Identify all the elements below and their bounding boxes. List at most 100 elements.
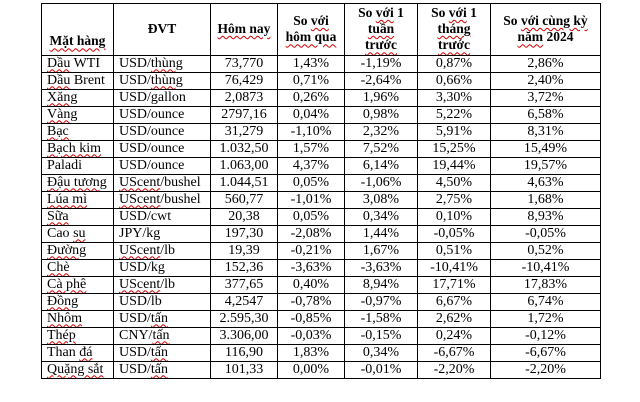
spellcheck-word: Chè — [47, 259, 70, 275]
vs-month-cell: 19,44% — [417, 156, 491, 175]
column-header-dvt: ĐVT — [113, 3, 211, 56]
table-row: Dầu WTI USD/thùng 73,770 1,43% -1,19% 0,87% 2,… — [41, 54, 601, 73]
vs-month-cell: 17,71% — [417, 275, 491, 294]
vs-yesterday-cell: 0,71% — [277, 71, 345, 90]
spellcheck-word: đá — [79, 344, 93, 360]
vs-yesterday-cell: -1,10% — [277, 122, 345, 141]
vs-yesterday-cell: 0,04% — [277, 105, 345, 124]
commodity-name-cell: Lúa mì — [41, 190, 114, 209]
spellcheck-word: tuần — [367, 21, 395, 37]
text-segment: USD/ounce — [119, 140, 185, 156]
vs-month-cell: 0,51% — [417, 241, 491, 260]
spellcheck-word: Xăng — [47, 89, 78, 105]
vs-yesterday-cell: -0,03% — [277, 326, 345, 345]
vs-month-cell: -2,20% — [417, 360, 491, 379]
vs-year-cell: -0,05% — [490, 224, 601, 243]
header-row: Mặt hàng ĐVT Hôm nay So với hôm qua So với 1… — [41, 3, 601, 56]
today-cell: 377,65 — [210, 275, 278, 294]
commodity-name-cell: Paladi — [41, 156, 114, 175]
today-cell: 73,770 — [210, 54, 278, 73]
spellcheck-word: Lúa mì — [47, 191, 88, 207]
table-row: Cà phê UScent/lb 377,65 0,40% 8,94% 17,71% 17,… — [41, 275, 601, 294]
text-segment: CNY/ — [119, 327, 153, 343]
table-row: Quặng sắt USD/tấn 101,33 0,00% -0,01% -2,20% -… — [41, 360, 601, 379]
vs-yesterday-cell: -0,21% — [277, 241, 345, 260]
commodity-name-cell: Bạc — [41, 122, 114, 141]
commodity-name-cell: Cà phê — [41, 275, 114, 294]
spellcheck-word: Bạc — [47, 123, 69, 139]
spellcheck-word: Đậu tương — [47, 174, 107, 190]
spellcheck-word: Đồng — [47, 293, 79, 309]
vs-week-cell: 0,34% — [344, 207, 418, 226]
text-segment: USD/ — [119, 72, 151, 88]
vs-year-cell: 3,72% — [490, 88, 601, 107]
vs-yesterday-cell: 0,05% — [277, 173, 345, 192]
vs-year-cell: -0,12% — [490, 326, 601, 345]
spellcheck-word: Mặt hàng — [49, 33, 106, 49]
spellcheck-word: UScent — [119, 276, 161, 292]
spellcheck-word: trước — [364, 37, 398, 53]
spellcheck-word: trước — [437, 37, 471, 53]
unit-cell: UScent/lb — [113, 275, 211, 294]
vs-month-cell: 5,91% — [417, 122, 491, 141]
table-row: Đậu tương UScent/bushel 1.044,51 0,05% -1,06… — [41, 173, 601, 192]
spellcheck-word: Sữa — [47, 208, 69, 224]
spellcheck-word: su — [73, 225, 86, 241]
text-segment: So — [503, 13, 521, 29]
vs-month-cell: 0,10% — [417, 207, 491, 226]
text-segment: 1 — [470, 5, 477, 20]
text-segment: So — [431, 5, 449, 20]
vs-year-cell: 6,74% — [490, 292, 601, 311]
spellcheck-word: với cùng kỳ — [520, 13, 588, 29]
spellcheck-word: UScent — [119, 242, 161, 258]
text-segment: USD/ — [119, 344, 151, 360]
vs-month-cell: 2,75% — [417, 190, 491, 209]
unit-cell: USD/tấn — [113, 360, 211, 379]
vs-month-cell: 15,25% — [417, 139, 491, 158]
table-row: Xăng USD/gallon 2,0873 0,26% 1,96% 3,30% 3,72% — [41, 88, 601, 107]
vs-week-cell: 6,14% — [344, 156, 418, 175]
today-cell: 19,39 — [210, 241, 278, 260]
today-cell: 101,33 — [210, 360, 278, 379]
vs-month-cell: 0,87% — [417, 54, 491, 73]
vs-week-cell: 7,52% — [344, 139, 418, 158]
vs-week-cell: -1,58% — [344, 309, 418, 328]
commodity-name-cell: Than đá — [41, 343, 114, 362]
text-segment: JPY/kg — [119, 225, 161, 241]
text-segment: /lb — [160, 242, 175, 258]
vs-year-cell: 1,72% — [490, 309, 601, 328]
today-cell: 560,77 — [210, 190, 278, 209]
table-row: Chè USD/kg 152,36 -3,63% -3,63% -10,41% -10,41… — [41, 258, 601, 277]
commodity-name-cell: Dầu Brent — [41, 71, 114, 90]
vs-year-cell: 8,31% — [490, 122, 601, 141]
vs-week-cell: -1,19% — [344, 54, 418, 73]
vs-yesterday-cell: 4,37% — [277, 156, 345, 175]
table-head: Mặt hàng ĐVT Hôm nay So với hôm qua So với 1… — [41, 3, 601, 56]
spellcheck-word: tháng — [437, 21, 471, 37]
table-row: Paladi USD/ounce 1.063,00 4,37% 6,14% 19,44% 1… — [41, 156, 601, 175]
vs-week-cell: 0,98% — [344, 105, 418, 124]
column-header-so-voi-1-tuan-truoc: So với 1 tuần trước — [344, 3, 418, 56]
text-segment: Cao — [47, 225, 74, 241]
today-cell: 197,30 — [210, 224, 278, 243]
table-row: Sữa USD/cwt 20,38 0,05% 0,34% 0,10% 8,93% — [41, 207, 601, 226]
column-header-so-voi-cung-ky-nam-2024: So với cùng kỳ năm 2024 — [490, 3, 601, 56]
today-cell: 1.032,50 — [210, 139, 278, 158]
table-row: Cao su JPY/kg 197,30 -2,08% 1,44% -0,05% -0,05… — [41, 224, 601, 243]
spellcheck-word: Cà phê — [47, 276, 87, 292]
today-cell: 152,36 — [210, 258, 278, 277]
commodity-name-cell: Dầu WTI — [41, 54, 114, 73]
today-cell: 3.306,00 — [210, 326, 278, 345]
table-row: Thép CNY/tấn 3.306,00 -0,03% -0,15% 0,24% -0,1… — [41, 326, 601, 345]
column-header-mat-hang: Mặt hàng — [41, 3, 114, 56]
vs-week-cell: 2,32% — [344, 122, 418, 141]
commodity-name-cell: Nhôm — [41, 309, 114, 328]
unit-cell: USD/ounce — [113, 105, 211, 124]
today-cell: 20,38 — [210, 207, 278, 226]
text-segment: USD/ — [119, 310, 151, 326]
vs-yesterday-cell: -3,63% — [277, 258, 345, 277]
spellcheck-word: tấn — [150, 344, 169, 360]
vs-year-cell: 2,86% — [490, 54, 601, 73]
vs-year-cell: 17,83% — [490, 275, 601, 294]
